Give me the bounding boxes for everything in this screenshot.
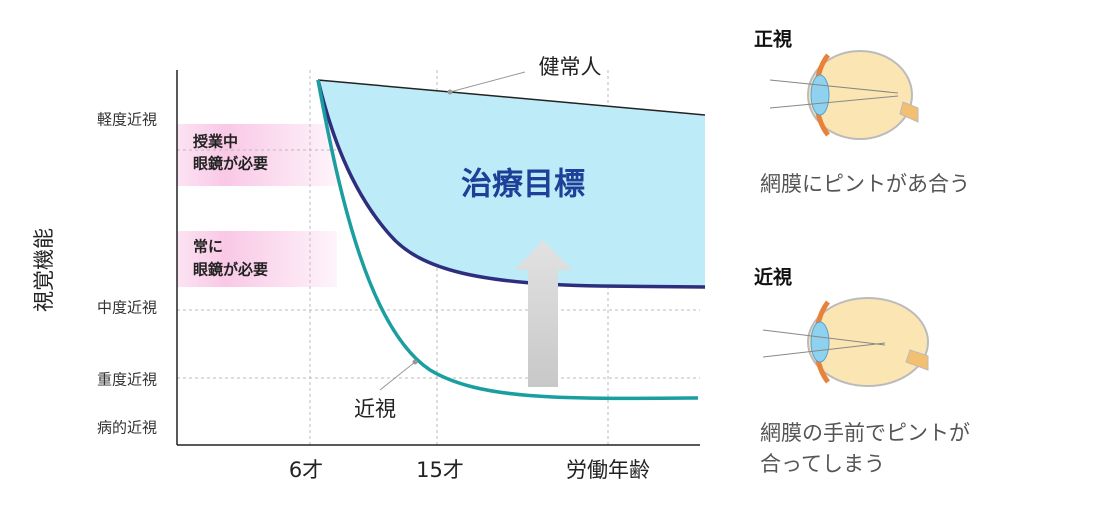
eye-myopia: [762, 297, 929, 387]
myopia-label: 近視: [354, 397, 396, 421]
y-label: 病的近視: [97, 419, 157, 437]
axes: [176, 70, 700, 446]
y-label: 軽度近視: [97, 111, 157, 129]
panel-text: 網膜にピントがあ合う: [760, 172, 970, 196]
band-label: 常に: [193, 238, 223, 256]
leader: [379, 361, 416, 391]
x-label: 6才: [289, 458, 323, 482]
x-label: 労働年齢: [566, 458, 650, 482]
normal-label: 健常人: [539, 55, 602, 79]
normal-line: [317, 79, 706, 116]
band-label: 眼鏡が必要: [193, 155, 268, 173]
target-area: [318, 80, 705, 287]
x-label: 15才: [416, 458, 464, 482]
myopia-curve: [316, 79, 699, 401]
target-label: 治療目標: [461, 167, 585, 203]
panel-text: 網膜の手前でピントが: [760, 421, 970, 445]
y-label: 中度近視: [97, 299, 157, 317]
panel-title: 正視: [754, 28, 792, 51]
dot: [447, 89, 453, 95]
panel-text: 合ってしまう: [760, 452, 885, 476]
band-label: 眼鏡が必要: [193, 261, 268, 279]
y-label: 重度近視: [97, 371, 157, 389]
dot: [412, 359, 418, 365]
arrow: [515, 240, 572, 387]
band-label: 授業中: [193, 133, 238, 151]
eye-normal: [769, 50, 919, 140]
leader: [449, 71, 526, 93]
y-axis-title: 視覚機能: [32, 228, 56, 312]
panel-title: 近視: [754, 266, 792, 289]
target-curve: [316, 79, 706, 289]
